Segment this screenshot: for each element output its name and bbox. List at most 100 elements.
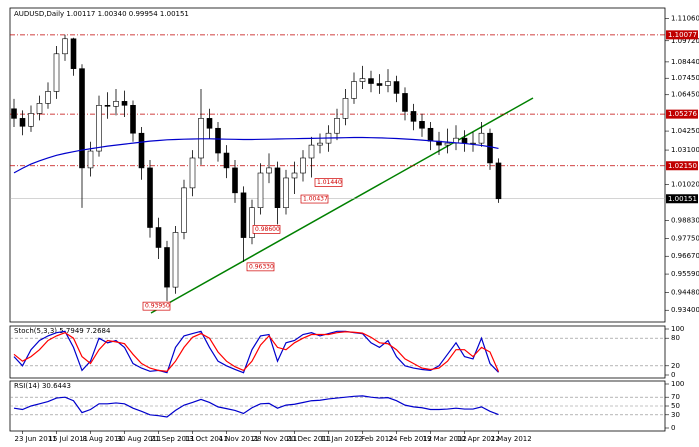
y-tick-label: 1.03100: [671, 146, 699, 154]
annotation-box: [246, 262, 275, 272]
candle-body: [342, 98, 349, 119]
y-tick-label: 0: [671, 424, 675, 432]
y-tick-label: 50: [671, 402, 680, 410]
y-tick-label: 0.97750: [671, 234, 699, 242]
x-tick-label: 20 Dec 2011: [287, 435, 332, 443]
x-tick-label: 15 Jul 2011: [49, 435, 89, 443]
annotation-label: 0.93950: [145, 303, 170, 310]
candle-body: [53, 53, 60, 92]
y-tick-label: 0.95590: [671, 270, 699, 278]
candle-body: [359, 78, 366, 82]
candle-body: [198, 118, 204, 159]
candle-body: [28, 113, 34, 127]
y-tick-label: 0.98830: [671, 217, 699, 225]
candle-body: [232, 167, 238, 194]
candle-body: [215, 127, 221, 154]
candle-body: [11, 108, 17, 119]
x-tick-label: 24 Feb 2012: [389, 435, 433, 443]
stoch-title: Stoch(5,3,3) 5.7949 7.2684: [14, 327, 111, 335]
y-tick-label: 20: [671, 362, 680, 370]
candle-body: [461, 137, 468, 144]
level-label: 1.02150: [668, 162, 697, 170]
stoch-panel: [9, 325, 666, 379]
candle-body: [181, 187, 187, 233]
level-label: 1.10077: [668, 31, 697, 39]
candle-body: [155, 227, 162, 248]
y-tick-label: 0.93400: [671, 306, 699, 314]
candle-body: [206, 118, 213, 129]
x-tick-label: 28 Nov 2011: [253, 435, 298, 443]
candle-body: [87, 150, 94, 169]
candle-body: [317, 142, 323, 146]
candle-body: [240, 192, 247, 238]
level-label-box: [666, 109, 698, 119]
candle-body: [164, 247, 170, 288]
y-tick-label: 100: [671, 325, 684, 333]
y-tick-label: 30: [671, 411, 680, 419]
candle-body: [351, 81, 357, 99]
y-tick-label: 0.96670: [671, 252, 699, 260]
candle-body: [130, 105, 136, 134]
annotation-box: [300, 194, 329, 204]
annotation-box: [142, 301, 171, 311]
x-tick-label: 4 Nov 2011: [219, 435, 259, 443]
candle-body: [104, 105, 111, 107]
candle-body: [334, 118, 340, 134]
current-price-box: [666, 194, 698, 204]
y-tick-label: 100: [671, 380, 684, 388]
x-tick-label: 13 Oct 2011: [185, 435, 228, 443]
candle-body: [300, 157, 306, 174]
candle-body: [393, 81, 400, 94]
candle-body: [79, 68, 85, 169]
main-panel: [9, 7, 666, 323]
x-tick-label: 30 Aug 2011: [117, 435, 162, 443]
candle-body: [36, 103, 43, 114]
candle-body: [266, 167, 272, 174]
candle-body: [376, 83, 383, 86]
candle-body: [113, 101, 119, 107]
annotation-label: 0.96330: [249, 263, 274, 270]
annotation-label: 0.98600: [255, 226, 280, 233]
candle-body: [291, 172, 298, 179]
candle-body: [62, 38, 68, 55]
candle-body: [427, 127, 434, 142]
y-tick-label: 70: [671, 393, 680, 401]
candle-body: [419, 121, 425, 129]
candle-body: [283, 177, 289, 208]
y-tick-label: 1.04250: [671, 127, 699, 135]
candle-body: [257, 172, 264, 208]
x-tick-label: 23 Jun 2011: [15, 435, 57, 443]
x-tick-label: 2 May 2012: [491, 435, 532, 443]
candle-body: [223, 152, 230, 169]
y-tick-label: 1.08440: [671, 58, 699, 66]
y-tick-label: 1.01020: [671, 180, 699, 188]
annotation-label: 1.00437: [303, 196, 328, 203]
candle-body: [249, 207, 255, 238]
candle-body: [444, 142, 451, 146]
rsi-title: RSI(14) 30.6443: [14, 382, 71, 390]
x-tick-label: 11 Jan 2012: [321, 435, 363, 443]
x-tick-label: 21 Sep 2011: [151, 435, 195, 443]
y-tick-label: 1.07450: [671, 74, 699, 82]
candle-body: [96, 105, 102, 152]
candle-body: [70, 38, 77, 69]
moving-average: [13, 136, 499, 174]
y-tick-label: 1.09720: [671, 37, 699, 45]
current-price-label: 1.00151: [668, 195, 697, 203]
x-tick-label: 19 Mar 2012: [423, 435, 467, 443]
candle-body: [487, 132, 493, 164]
candle-body: [189, 157, 196, 189]
y-tick-label: 0.94480: [671, 288, 699, 296]
candle-body: [478, 132, 485, 144]
candle-body: [308, 144, 315, 159]
stoch-line: [13, 331, 500, 372]
x-tick-label: 8 Aug 2011: [83, 435, 123, 443]
candle-body: [121, 101, 128, 106]
y-tick-label: 1.06450: [671, 91, 699, 99]
candle-body: [385, 81, 391, 86]
annotation-label: 1.01440: [317, 179, 342, 186]
x-tick-label: 2 Feb 2012: [355, 435, 394, 443]
candle-body: [402, 93, 408, 112]
